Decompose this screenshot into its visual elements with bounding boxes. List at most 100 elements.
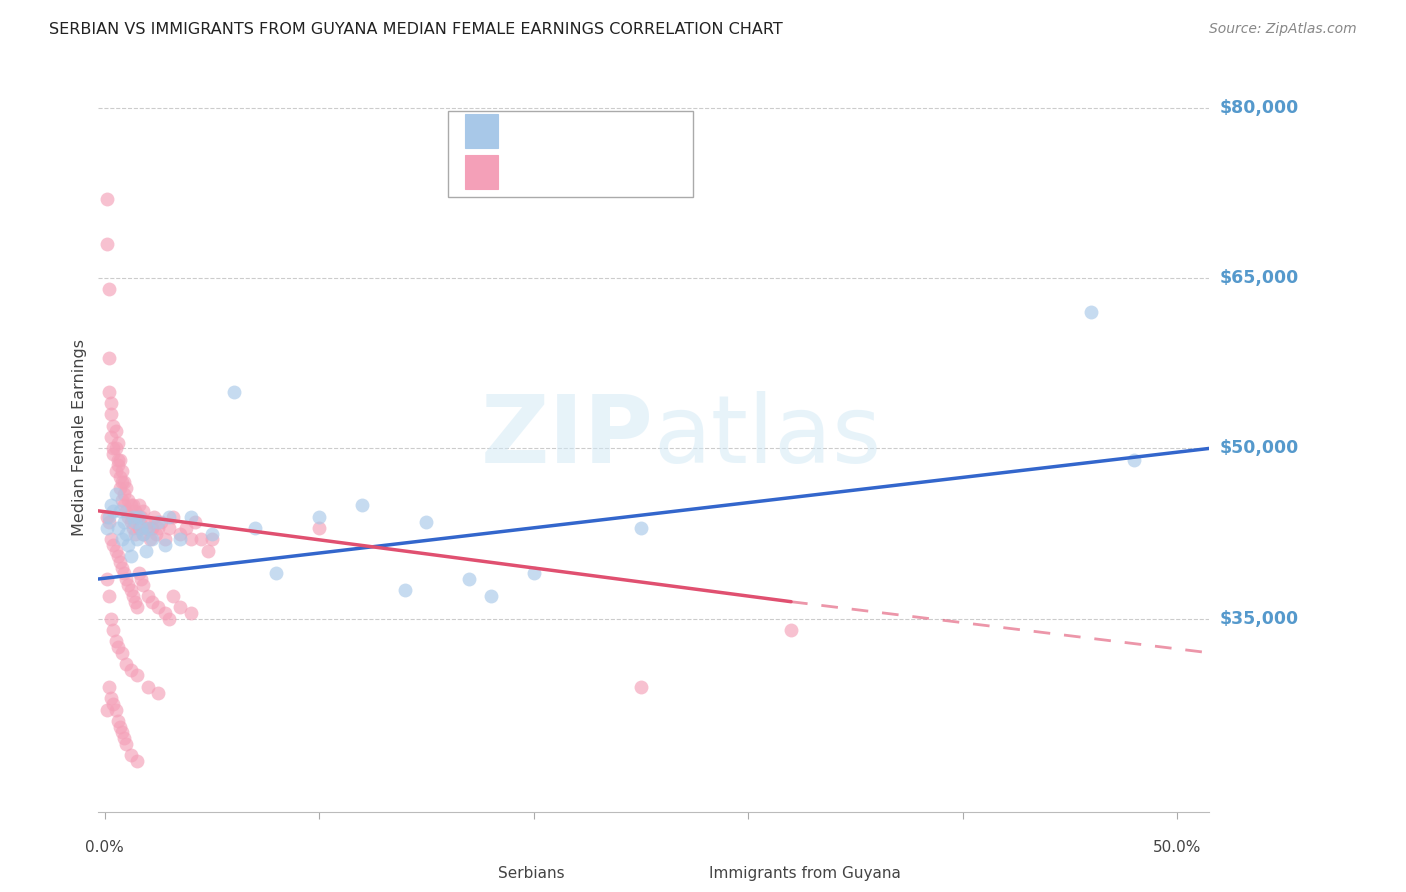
Point <box>153 538 176 552</box>
Point <box>125 533 148 547</box>
Point <box>111 533 134 547</box>
Point <box>1123 452 1146 467</box>
Text: Source: ZipAtlas.com: Source: ZipAtlas.com <box>1209 22 1357 37</box>
Point <box>124 504 146 518</box>
Point <box>394 583 416 598</box>
Point <box>128 521 150 535</box>
Text: -0.154: -0.154 <box>554 169 613 187</box>
Text: 0.272: 0.272 <box>554 129 613 147</box>
Point <box>104 634 127 648</box>
Text: $35,000: $35,000 <box>1220 610 1299 628</box>
Point <box>104 425 127 439</box>
Point <box>125 600 148 615</box>
Point <box>124 515 146 529</box>
Point <box>96 521 118 535</box>
Point <box>98 509 121 524</box>
Point <box>98 680 121 694</box>
Point <box>108 720 131 734</box>
Point <box>96 192 118 206</box>
Point <box>104 702 127 716</box>
Point <box>131 509 153 524</box>
Point <box>630 680 652 694</box>
Point <box>117 577 139 591</box>
Point <box>135 521 157 535</box>
Point <box>117 538 139 552</box>
Point <box>128 566 150 581</box>
Point <box>108 481 131 495</box>
Point <box>112 475 135 490</box>
Point <box>103 418 125 433</box>
Point <box>153 533 176 547</box>
Point <box>104 543 127 558</box>
Text: ZIP: ZIP <box>481 391 654 483</box>
Point <box>107 714 129 728</box>
Point <box>308 521 330 535</box>
Bar <box>676 862 704 884</box>
Point <box>96 572 118 586</box>
Point <box>103 447 125 461</box>
Point <box>124 526 146 541</box>
Point <box>120 747 142 762</box>
Point <box>100 408 122 422</box>
Point <box>115 526 138 541</box>
Point <box>148 685 170 699</box>
Text: $50,000: $50,000 <box>1220 440 1299 458</box>
Point <box>243 521 266 535</box>
Point <box>180 533 202 547</box>
Point <box>132 526 155 541</box>
Point <box>190 533 212 547</box>
Point <box>184 515 207 529</box>
Point <box>96 509 118 524</box>
Point <box>148 521 170 535</box>
Point <box>115 737 138 751</box>
Point <box>111 560 134 574</box>
Point <box>111 492 134 507</box>
Text: Serbians: Serbians <box>498 865 565 880</box>
Point <box>780 623 803 637</box>
Point <box>103 504 125 518</box>
Point <box>98 283 121 297</box>
Point <box>125 509 148 524</box>
Point <box>458 572 481 586</box>
Text: $80,000: $80,000 <box>1220 99 1299 117</box>
Point <box>201 526 224 541</box>
Point <box>141 521 163 535</box>
Point <box>112 515 135 529</box>
FancyBboxPatch shape <box>449 112 693 197</box>
Point <box>100 533 122 547</box>
Point <box>145 526 167 541</box>
Point <box>98 515 121 529</box>
Y-axis label: Median Female Earnings: Median Female Earnings <box>72 339 87 535</box>
Point <box>100 498 122 512</box>
Point <box>98 589 121 603</box>
Point <box>132 504 155 518</box>
Point <box>124 595 146 609</box>
Point <box>115 572 138 586</box>
Point <box>107 549 129 564</box>
Point <box>121 498 143 512</box>
Point <box>115 481 138 495</box>
Point <box>100 612 122 626</box>
Point <box>107 435 129 450</box>
Point <box>117 509 139 524</box>
Point <box>112 566 135 581</box>
Point <box>120 549 142 564</box>
Point <box>100 691 122 706</box>
Point <box>103 697 125 711</box>
Point <box>103 538 125 552</box>
Point <box>120 583 142 598</box>
Point <box>162 589 184 603</box>
Point <box>107 452 129 467</box>
Point <box>121 521 143 535</box>
Point <box>169 526 191 541</box>
Point <box>111 725 134 739</box>
Bar <box>465 862 492 884</box>
Point <box>157 521 180 535</box>
Point <box>111 464 134 478</box>
Point <box>96 237 118 252</box>
Point <box>169 600 191 615</box>
Point <box>96 702 118 716</box>
Text: 40: 40 <box>647 129 671 147</box>
Bar <box>465 114 498 148</box>
Point <box>120 515 142 529</box>
